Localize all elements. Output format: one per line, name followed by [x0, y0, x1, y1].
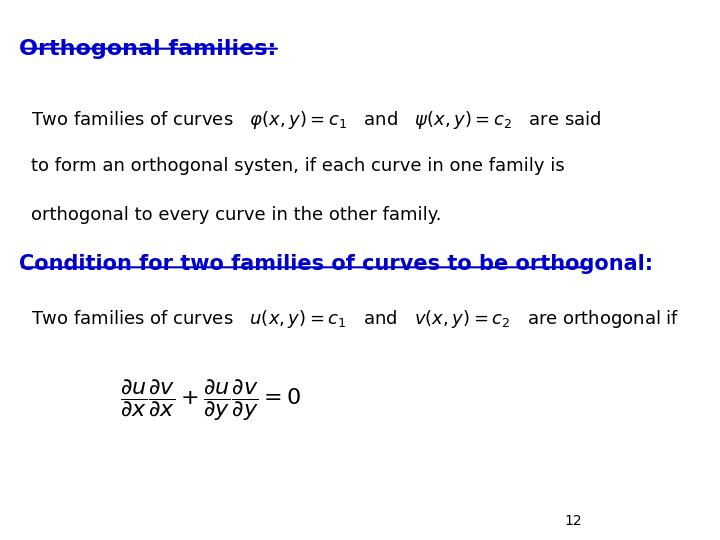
Text: 12: 12 [564, 514, 582, 528]
Text: to form an orthogonal systen, if each curve in one family is: to form an orthogonal systen, if each cu… [32, 157, 565, 175]
Text: Condition for two families of curves to be orthogonal:: Condition for two families of curves to … [19, 254, 654, 274]
Text: Two families of curves   $\varphi(x, y) = c_1$   and   $\psi(x, y) = c_2$   are : Two families of curves $\varphi(x, y) = … [32, 109, 602, 131]
Text: $\dfrac{\partial u}{\partial x}\dfrac{\partial v}{\partial x} + \dfrac{\partial : $\dfrac{\partial u}{\partial x}\dfrac{\p… [120, 377, 302, 423]
Text: orthogonal to every curve in the other family.: orthogonal to every curve in the other f… [32, 206, 442, 224]
Text: Orthogonal families:: Orthogonal families: [19, 39, 276, 59]
Text: Two families of curves   $u(x, y) = c_1$   and   $v(x, y) = c_2$   are orthogona: Two families of curves $u(x, y) = c_1$ a… [32, 308, 680, 329]
